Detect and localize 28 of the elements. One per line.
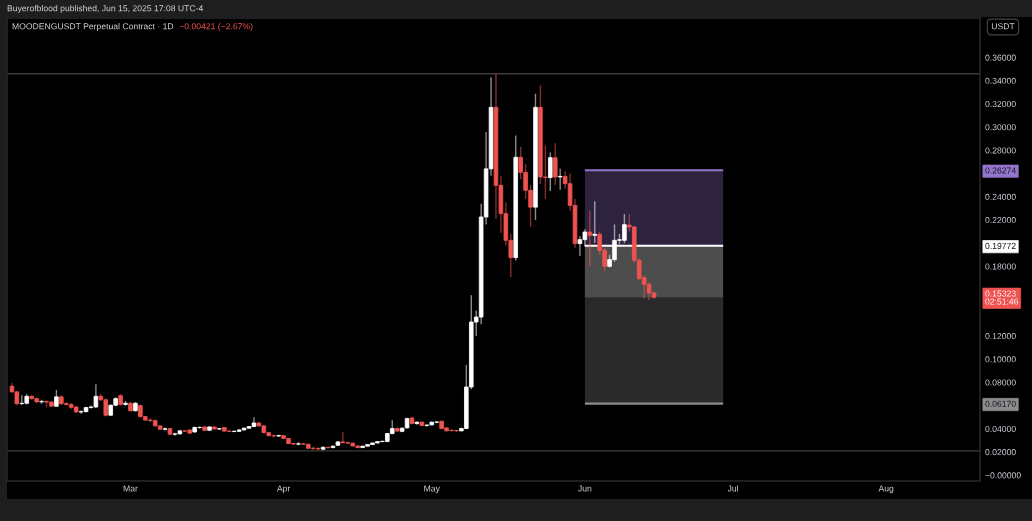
x-tick-label: May bbox=[424, 485, 440, 494]
y-tick-label: 0.22000 bbox=[985, 217, 1016, 224]
text: MOODENGUSDT Perpetual Contract · 1D bbox=[12, 22, 174, 32]
y-tick-label: 0.18000 bbox=[985, 263, 1016, 270]
y-tick-label: 0.02000 bbox=[985, 449, 1016, 456]
y-axis-title: USDT bbox=[991, 23, 1015, 30]
y-tick-label: 0.08000 bbox=[985, 379, 1016, 386]
x-tick-label: Aug bbox=[878, 485, 894, 494]
y-tick-label: 0.26274 bbox=[985, 167, 1016, 174]
y-tick-label: −0.00000 bbox=[985, 472, 1021, 479]
y-tick-label: 0.30000 bbox=[985, 124, 1016, 131]
x-tick-label: Jul bbox=[727, 485, 738, 492]
y-tick-label: 0.15323 02:51:46 bbox=[985, 290, 1019, 305]
x-tick-label: Apr bbox=[276, 485, 291, 494]
y-tick-label: 0.28000 bbox=[985, 147, 1016, 154]
y-tick-label: 0.06170 bbox=[985, 400, 1016, 407]
x-tick-label: Jun bbox=[578, 485, 592, 492]
y-tick-label: 0.36000 bbox=[985, 54, 1016, 61]
y-tick-label: 0.04000 bbox=[985, 425, 1016, 432]
y-tick-label: 0.34000 bbox=[985, 77, 1016, 84]
y-tick-label: 0.24000 bbox=[985, 193, 1016, 200]
text: −0.00421 (−2.67%) bbox=[179, 22, 253, 32]
y-tick-label: 0.32000 bbox=[985, 100, 1016, 108]
y-tick-label: 0.19772 bbox=[985, 242, 1016, 249]
text: Buyerofblood published, Jun 15, 2025 17:08 UTC-4 bbox=[7, 4, 204, 14]
y-tick-label: 0.10000 bbox=[985, 356, 1016, 363]
x-tick-label: Mar bbox=[123, 485, 138, 492]
y-tick-label: 0.12000 bbox=[985, 333, 1016, 340]
